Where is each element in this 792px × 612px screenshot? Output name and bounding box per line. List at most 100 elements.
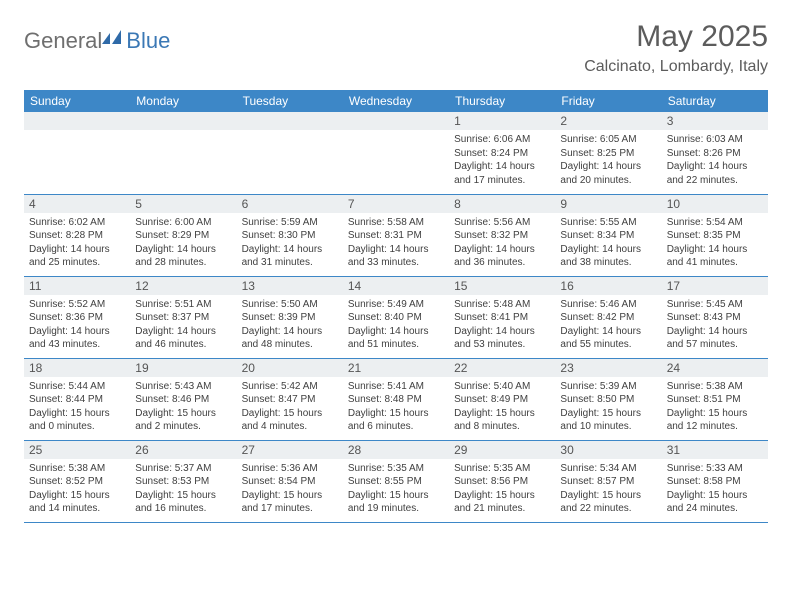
day-body: Sunrise: 6:06 AMSunset: 8:24 PMDaylight:… (449, 130, 555, 191)
day-body: Sunrise: 6:05 AMSunset: 8:25 PMDaylight:… (555, 130, 661, 191)
day-number: 5 (130, 195, 236, 213)
col-sunday: Sunday (24, 90, 130, 112)
sunset-text: Sunset: 8:44 PM (29, 393, 125, 407)
sunset-text: Sunset: 8:39 PM (242, 311, 338, 325)
sunset-text: Sunset: 8:50 PM (560, 393, 656, 407)
daylight-text: Daylight: 15 hours and 6 minutes. (348, 407, 444, 434)
calendar-cell (237, 112, 343, 194)
daylight-text: Daylight: 14 hours and 33 minutes. (348, 243, 444, 270)
calendar-cell: 16Sunrise: 5:46 AMSunset: 8:42 PMDayligh… (555, 276, 661, 358)
day-number: 14 (343, 277, 449, 295)
day-body: Sunrise: 6:00 AMSunset: 8:29 PMDaylight:… (130, 213, 236, 274)
daylight-text: Daylight: 14 hours and 20 minutes. (560, 160, 656, 187)
daylight-text: Daylight: 15 hours and 17 minutes. (242, 489, 338, 516)
day-body: Sunrise: 5:59 AMSunset: 8:30 PMDaylight:… (237, 213, 343, 274)
sunrise-text: Sunrise: 5:45 AM (667, 298, 763, 312)
col-monday: Monday (130, 90, 236, 112)
sunset-text: Sunset: 8:34 PM (560, 229, 656, 243)
sunset-text: Sunset: 8:46 PM (135, 393, 231, 407)
daylight-text: Daylight: 14 hours and 43 minutes. (29, 325, 125, 352)
sunrise-text: Sunrise: 6:02 AM (29, 216, 125, 230)
day-number: 31 (662, 441, 768, 459)
calendar-cell: 10Sunrise: 5:54 AMSunset: 8:35 PMDayligh… (662, 194, 768, 276)
day-number: 28 (343, 441, 449, 459)
sunset-text: Sunset: 8:55 PM (348, 475, 444, 489)
sunrise-text: Sunrise: 5:36 AM (242, 462, 338, 476)
calendar-row: 11Sunrise: 5:52 AMSunset: 8:36 PMDayligh… (24, 276, 768, 358)
day-number: 6 (237, 195, 343, 213)
sunset-text: Sunset: 8:52 PM (29, 475, 125, 489)
sunset-text: Sunset: 8:56 PM (454, 475, 550, 489)
day-number: 17 (662, 277, 768, 295)
sunset-text: Sunset: 8:30 PM (242, 229, 338, 243)
col-thursday: Thursday (449, 90, 555, 112)
sunrise-text: Sunrise: 5:55 AM (560, 216, 656, 230)
day-body: Sunrise: 5:50 AMSunset: 8:39 PMDaylight:… (237, 295, 343, 356)
day-number: 8 (449, 195, 555, 213)
logo-text-blue: Blue (126, 28, 170, 54)
calendar-cell: 21Sunrise: 5:41 AMSunset: 8:48 PMDayligh… (343, 358, 449, 440)
day-body: Sunrise: 5:44 AMSunset: 8:44 PMDaylight:… (24, 377, 130, 438)
sunset-text: Sunset: 8:28 PM (29, 229, 125, 243)
day-number: 19 (130, 359, 236, 377)
day-body: Sunrise: 5:56 AMSunset: 8:32 PMDaylight:… (449, 213, 555, 274)
day-number: 12 (130, 277, 236, 295)
sunset-text: Sunset: 8:57 PM (560, 475, 656, 489)
sunset-text: Sunset: 8:58 PM (667, 475, 763, 489)
daylight-text: Daylight: 14 hours and 38 minutes. (560, 243, 656, 270)
header: General Blue May 2025 Calcinato, Lombard… (24, 20, 768, 76)
day-body: Sunrise: 5:42 AMSunset: 8:47 PMDaylight:… (237, 377, 343, 438)
day-body: Sunrise: 6:02 AMSunset: 8:28 PMDaylight:… (24, 213, 130, 274)
day-number: 1 (449, 112, 555, 130)
calendar-cell: 2Sunrise: 6:05 AMSunset: 8:25 PMDaylight… (555, 112, 661, 194)
day-number: 13 (237, 277, 343, 295)
calendar-cell: 11Sunrise: 5:52 AMSunset: 8:36 PMDayligh… (24, 276, 130, 358)
day-body: Sunrise: 5:51 AMSunset: 8:37 PMDaylight:… (130, 295, 236, 356)
calendar-cell: 1Sunrise: 6:06 AMSunset: 8:24 PMDaylight… (449, 112, 555, 194)
sunrise-text: Sunrise: 5:44 AM (29, 380, 125, 394)
sunrise-text: Sunrise: 6:05 AM (560, 133, 656, 147)
day-body: Sunrise: 5:55 AMSunset: 8:34 PMDaylight:… (555, 213, 661, 274)
day-number: 24 (662, 359, 768, 377)
calendar-cell: 12Sunrise: 5:51 AMSunset: 8:37 PMDayligh… (130, 276, 236, 358)
day-body: Sunrise: 5:39 AMSunset: 8:50 PMDaylight:… (555, 377, 661, 438)
calendar-cell: 13Sunrise: 5:50 AMSunset: 8:39 PMDayligh… (237, 276, 343, 358)
daylight-text: Daylight: 15 hours and 19 minutes. (348, 489, 444, 516)
sunset-text: Sunset: 8:48 PM (348, 393, 444, 407)
sunrise-text: Sunrise: 5:49 AM (348, 298, 444, 312)
daylight-text: Daylight: 14 hours and 22 minutes. (667, 160, 763, 187)
daylight-text: Daylight: 14 hours and 31 minutes. (242, 243, 338, 270)
sunrise-text: Sunrise: 6:03 AM (667, 133, 763, 147)
day-body: Sunrise: 5:48 AMSunset: 8:41 PMDaylight:… (449, 295, 555, 356)
calendar-cell (343, 112, 449, 194)
logo-text-general: General (24, 28, 102, 54)
calendar-cell: 23Sunrise: 5:39 AMSunset: 8:50 PMDayligh… (555, 358, 661, 440)
day-body: Sunrise: 5:43 AMSunset: 8:46 PMDaylight:… (130, 377, 236, 438)
daylight-text: Daylight: 15 hours and 4 minutes. (242, 407, 338, 434)
sails-icon (102, 30, 122, 44)
calendar-cell: 3Sunrise: 6:03 AMSunset: 8:26 PMDaylight… (662, 112, 768, 194)
title-block: May 2025 Calcinato, Lombardy, Italy (584, 20, 768, 76)
sunset-text: Sunset: 8:31 PM (348, 229, 444, 243)
sunrise-text: Sunrise: 5:52 AM (29, 298, 125, 312)
sunset-text: Sunset: 8:42 PM (560, 311, 656, 325)
sunrise-text: Sunrise: 6:06 AM (454, 133, 550, 147)
daylight-text: Daylight: 14 hours and 41 minutes. (667, 243, 763, 270)
calendar-cell: 14Sunrise: 5:49 AMSunset: 8:40 PMDayligh… (343, 276, 449, 358)
daylight-text: Daylight: 14 hours and 57 minutes. (667, 325, 763, 352)
daylight-text: Daylight: 14 hours and 53 minutes. (454, 325, 550, 352)
sunrise-text: Sunrise: 5:59 AM (242, 216, 338, 230)
sunrise-text: Sunrise: 5:38 AM (667, 380, 763, 394)
day-body: Sunrise: 5:45 AMSunset: 8:43 PMDaylight:… (662, 295, 768, 356)
day-number: 4 (24, 195, 130, 213)
daylight-text: Daylight: 15 hours and 8 minutes. (454, 407, 550, 434)
daylight-text: Daylight: 14 hours and 36 minutes. (454, 243, 550, 270)
col-saturday: Saturday (662, 90, 768, 112)
day-body (24, 130, 130, 137)
calendar-cell: 9Sunrise: 5:55 AMSunset: 8:34 PMDaylight… (555, 194, 661, 276)
sunset-text: Sunset: 8:26 PM (667, 147, 763, 161)
logo: General Blue (24, 20, 170, 54)
calendar-cell: 4Sunrise: 6:02 AMSunset: 8:28 PMDaylight… (24, 194, 130, 276)
sunrise-text: Sunrise: 5:34 AM (560, 462, 656, 476)
day-number: 29 (449, 441, 555, 459)
